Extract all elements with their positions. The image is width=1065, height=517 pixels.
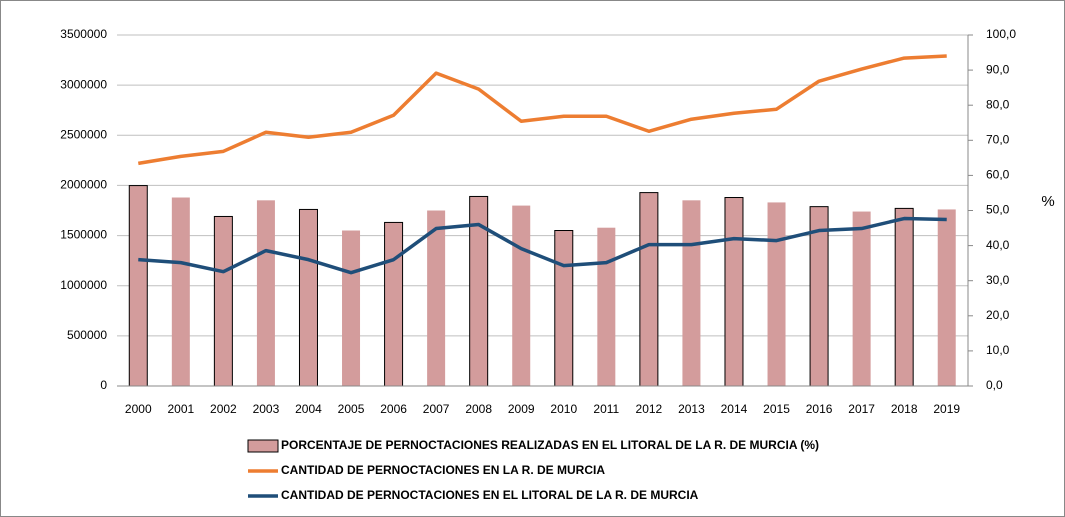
bar xyxy=(597,227,616,386)
x-tick-label: 2015 xyxy=(763,402,790,416)
y-tick-label: 1500000 xyxy=(60,228,107,242)
legend-label: CANTIDAD DE PERNOCTACIONES EN LA R. DE M… xyxy=(281,463,605,477)
bar xyxy=(682,200,701,386)
bar xyxy=(171,197,190,386)
x-tick-label: 2010 xyxy=(550,402,577,416)
line xyxy=(137,54,947,166)
y2-axis-label: % xyxy=(1041,193,1054,210)
bar xyxy=(639,192,659,387)
x-tick-label: 2017 xyxy=(848,402,875,416)
y-tick-label: 1000000 xyxy=(60,278,107,292)
line xyxy=(138,216,947,275)
bar xyxy=(427,210,446,386)
y2-tick-label: 100,0 xyxy=(986,27,1016,41)
y-tick-label: 0 xyxy=(100,378,107,392)
legend-label: CANTIDAD DE PERNOCTACIONES EN EL LITORAL… xyxy=(281,488,699,502)
bar xyxy=(384,221,404,387)
bar xyxy=(342,230,361,386)
y-tick-label: 500000 xyxy=(67,328,107,342)
x-tick-label: 2008 xyxy=(465,402,492,416)
y2-tick-label: 90,0 xyxy=(986,62,1010,76)
y-tick-label: 3500000 xyxy=(60,27,107,41)
x-tick-label: 2004 xyxy=(295,402,322,416)
legend-label: PORCENTAJE DE PERNOCTACIONES REALIZADAS … xyxy=(281,438,819,452)
x-tick-label: 2009 xyxy=(508,402,535,416)
x-tick-label: 2014 xyxy=(721,402,748,416)
y-tick-label: 2000000 xyxy=(60,178,107,192)
bar xyxy=(512,205,531,386)
bar xyxy=(256,200,275,386)
x-tick-label: 2011 xyxy=(593,402,619,416)
x-tick-label: 2001 xyxy=(167,402,194,416)
x-tick-label: 2012 xyxy=(636,402,663,416)
y2-tick-label: 60,0 xyxy=(986,168,1010,182)
y2-tick-label: 0,0 xyxy=(986,378,1003,392)
y-tick-label: 2500000 xyxy=(60,127,107,141)
y2-tick-label: 40,0 xyxy=(986,238,1010,252)
y2-tick-label: 10,0 xyxy=(986,343,1010,357)
bar xyxy=(852,211,871,386)
x-tick-label: 2002 xyxy=(210,402,237,416)
bar xyxy=(937,209,956,386)
x-tick-label: 2013 xyxy=(678,402,705,416)
y2-tick-label: 20,0 xyxy=(986,308,1010,322)
y2-tick-label: 30,0 xyxy=(986,273,1010,287)
x-tick-label: 2005 xyxy=(338,402,365,416)
x-tick-label: 2018 xyxy=(891,402,918,416)
x-tick-label: 2006 xyxy=(380,402,407,416)
x-tick-label: 2003 xyxy=(253,402,280,416)
x-tick-label: 2000 xyxy=(125,402,152,416)
bar xyxy=(298,208,318,387)
bar xyxy=(213,215,233,387)
bar xyxy=(724,197,744,387)
bar xyxy=(767,202,786,386)
bar xyxy=(554,230,574,387)
bar xyxy=(894,207,914,387)
x-tick-label: 2007 xyxy=(423,402,450,416)
x-tick-label: 2019 xyxy=(933,402,960,416)
y-tick-label: 3000000 xyxy=(60,77,107,91)
y2-tick-label: 50,0 xyxy=(986,203,1010,217)
x-tick-label: 2016 xyxy=(806,402,833,416)
y2-tick-label: 70,0 xyxy=(986,132,1010,146)
legend-swatch xyxy=(247,439,279,453)
bar xyxy=(128,185,148,387)
y2-tick-label: 80,0 xyxy=(986,97,1010,111)
